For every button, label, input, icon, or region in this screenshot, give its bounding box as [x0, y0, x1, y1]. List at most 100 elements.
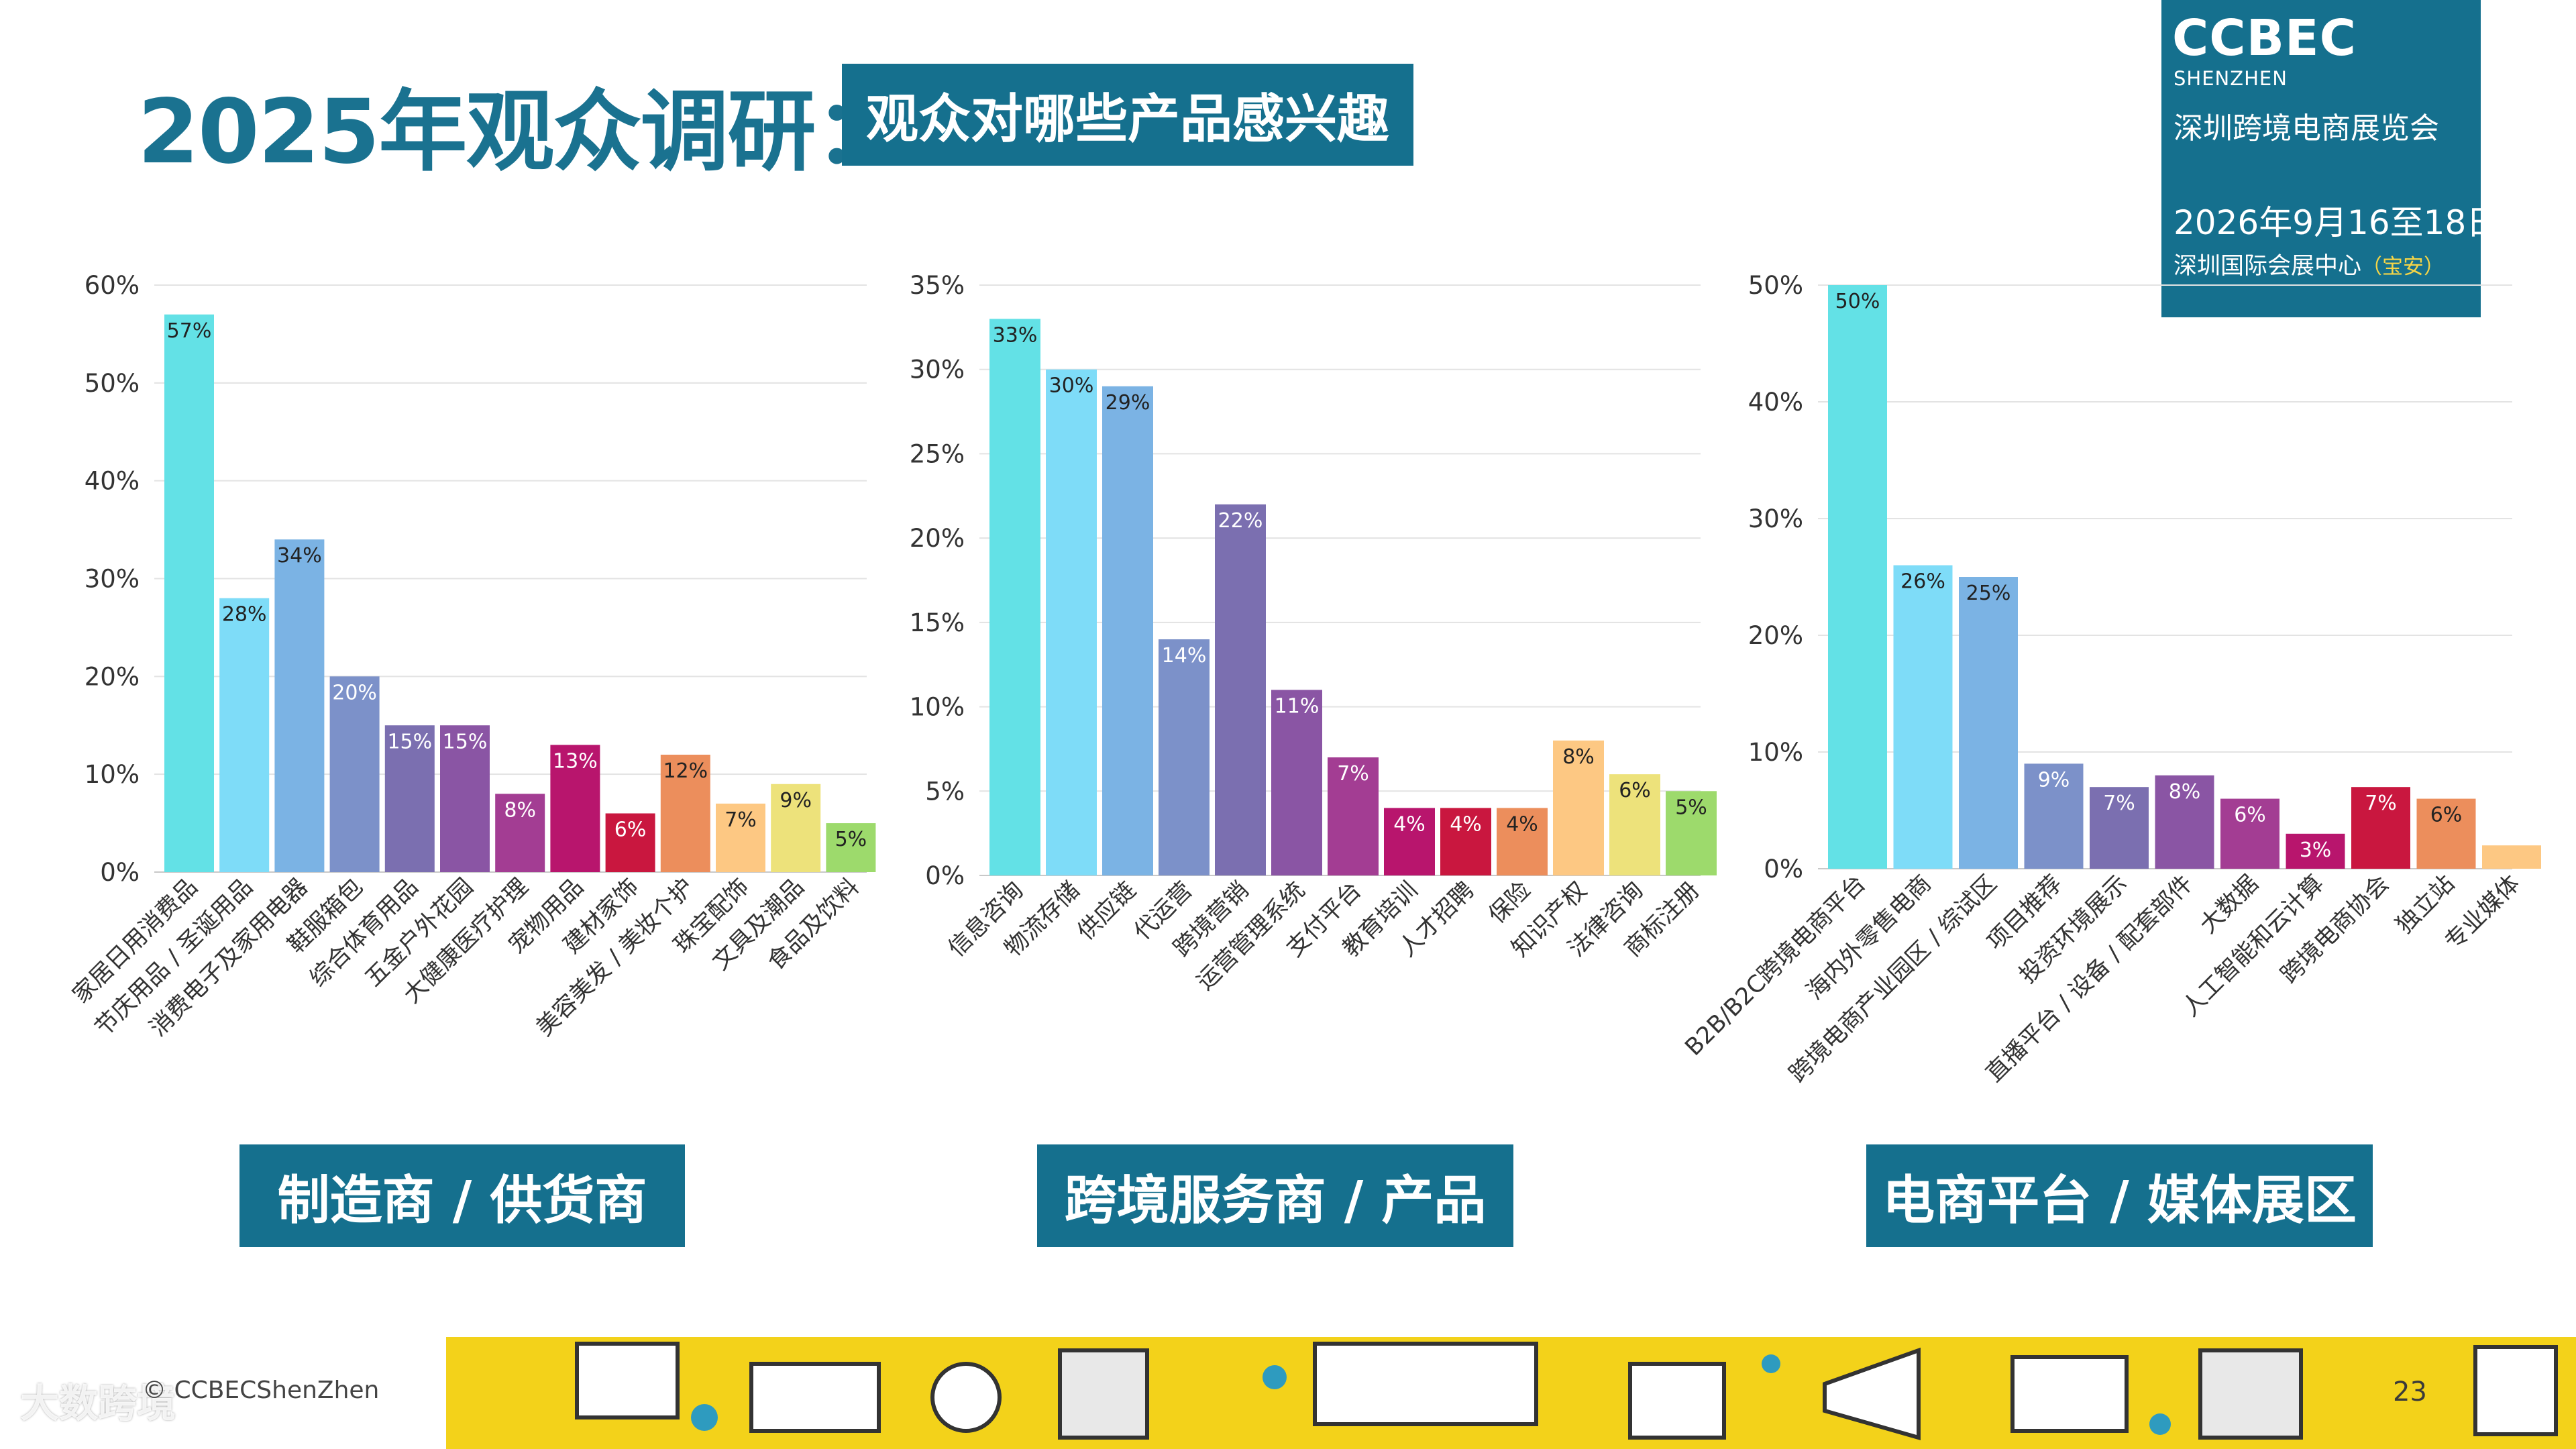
bar [1959, 577, 2018, 869]
bar [1609, 774, 1660, 875]
category-button-manufacturers[interactable]: 制造商 / 供货商 [239, 1144, 685, 1247]
data-label: 29% [1106, 391, 1150, 415]
bar [2351, 787, 2410, 869]
y-tick-label: 10% [1748, 738, 1803, 767]
y-tick-label: 0% [925, 861, 965, 890]
y-tick-label: 20% [85, 662, 140, 691]
bar [1384, 808, 1435, 875]
data-label: 4% [1393, 812, 1426, 836]
bar [2286, 833, 2345, 869]
bar [219, 598, 270, 872]
bar [550, 745, 600, 872]
category-button-platforms[interactable]: 电商平台 / 媒体展区 [1866, 1144, 2373, 1247]
data-label: 9% [780, 789, 812, 812]
data-label: 4% [1450, 812, 1482, 836]
event-district: （宝安） [2361, 255, 2445, 279]
data-label: 11% [1275, 694, 1320, 718]
data-label: 5% [835, 828, 867, 851]
bar [1553, 740, 1604, 875]
bar [1159, 639, 1210, 875]
y-tick-label: 30% [1748, 504, 1803, 533]
data-label: 25% [1966, 582, 2011, 605]
footer-illustration [575, 1342, 2558, 1440]
y-tick-label: 30% [85, 565, 140, 594]
page-title: 2025年观众调研： [138, 80, 903, 184]
bar [329, 676, 380, 872]
data-label: 7% [724, 808, 757, 832]
bar [2482, 845, 2541, 869]
data-label: 6% [2430, 804, 2463, 827]
y-tick-label: 0% [100, 858, 140, 887]
data-label: 12% [663, 759, 708, 783]
data-label: 7% [1337, 762, 1369, 786]
footer-white-area [0, 1337, 446, 1449]
bar [1893, 565, 1953, 869]
bar [2416, 798, 2476, 869]
data-label: 26% [1900, 570, 1945, 594]
bar [1440, 808, 1491, 875]
y-tick-label: 40% [85, 467, 140, 496]
data-label: 6% [1619, 779, 1651, 802]
page-number: 23 [2393, 1377, 2427, 1407]
y-tick-label: 15% [910, 608, 965, 637]
data-label: 8% [1562, 745, 1595, 769]
data-label: 6% [614, 818, 647, 842]
data-label: 7% [2103, 792, 2135, 815]
bar [826, 823, 876, 872]
data-label: 30% [1049, 374, 1094, 398]
y-tick-label: 10% [910, 693, 965, 722]
y-tick-label: 5% [925, 777, 965, 806]
copyright-text: © CCBECShenZhen [142, 1377, 380, 1404]
subtitle-banner: 观众对哪些产品感兴趣 [842, 64, 1413, 166]
y-tick-label: 60% [85, 271, 140, 300]
data-label: 50% [1835, 290, 1880, 313]
watermark-logo: 大数跨境 [20, 1381, 176, 1426]
data-label: 33% [993, 323, 1038, 347]
data-label: 13% [553, 749, 598, 773]
bar [1102, 386, 1153, 875]
data-label: 3% [2300, 839, 2332, 862]
bar [440, 725, 490, 872]
y-tick-label: 20% [910, 524, 965, 553]
y-tick-label: 50% [85, 369, 140, 398]
y-tick-label: 50% [1748, 271, 1803, 300]
chart-service-providers: 0%5%10%15%20%25%30%35%33%信息咨询30%物流存储29%供… [910, 271, 1717, 996]
bar [1666, 791, 1717, 875]
data-label: 14% [1162, 644, 1207, 667]
data-label: 20% [332, 681, 377, 704]
y-tick-label: 25% [910, 439, 965, 468]
bar [771, 784, 821, 872]
bar [1046, 369, 1097, 875]
y-tick-label: 0% [1764, 855, 1803, 883]
bar [1497, 808, 1548, 875]
bar [605, 813, 655, 872]
category-button-service-providers[interactable]: 跨境服务商 / 产品 [1037, 1144, 1513, 1247]
data-label: 22% [1218, 509, 1263, 533]
bar [660, 755, 710, 872]
bar [1328, 757, 1379, 875]
data-label: 57% [167, 319, 212, 343]
bar [2220, 798, 2279, 869]
data-label: 8% [2169, 780, 2201, 804]
bar [989, 319, 1040, 875]
data-label: 9% [2038, 768, 2070, 792]
y-tick-label: 20% [1748, 621, 1803, 650]
y-tick-label: 35% [910, 271, 965, 300]
data-label: 4% [1506, 812, 1538, 836]
data-label: 8% [504, 798, 536, 822]
event-name: 深圳跨境电商展览会 [2174, 111, 2439, 146]
subtitle-text: 观众对哪些产品感兴趣 [865, 89, 1389, 150]
category-label: 供应链 [1073, 877, 1142, 946]
event-city: SHENZHEN [2174, 67, 2288, 90]
event-date: 2026年9月16至18日 [2174, 203, 2500, 242]
bar [2024, 763, 2084, 869]
bar [1215, 504, 1266, 875]
y-tick-label: 10% [85, 760, 140, 789]
event-venue-name: 深圳国际会展中心 [2174, 253, 2362, 280]
data-label: 34% [277, 544, 322, 568]
bar [1828, 285, 1887, 869]
bar [274, 539, 325, 872]
event-info-panel: CCBEC SHENZHEN 深圳跨境电商展览会 2026年9月16至18日 深… [2161, 0, 2500, 317]
bar [2155, 775, 2214, 869]
y-tick-label: 30% [910, 356, 965, 384]
